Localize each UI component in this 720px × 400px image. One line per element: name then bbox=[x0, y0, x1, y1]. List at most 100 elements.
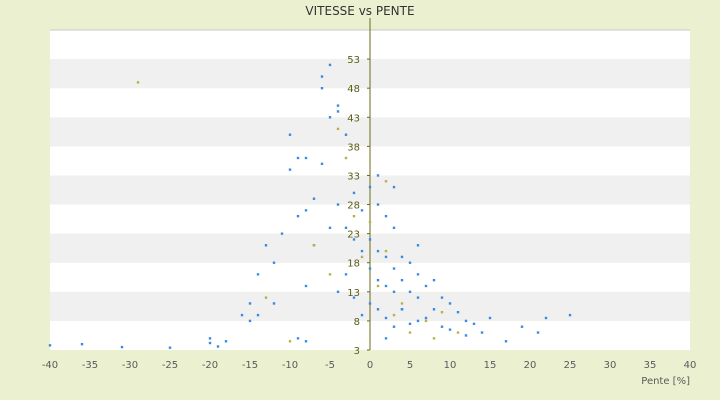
data-points bbox=[48, 63, 572, 349]
data-point bbox=[392, 313, 396, 317]
data-point bbox=[304, 209, 308, 212]
data-point bbox=[424, 284, 428, 288]
data-point bbox=[416, 244, 420, 247]
data-point bbox=[368, 220, 372, 224]
x-tick-label: -10 bbox=[282, 360, 298, 371]
x-tick-label: 0 bbox=[367, 360, 373, 371]
data-point bbox=[400, 308, 404, 311]
data-point bbox=[256, 273, 260, 276]
data-point bbox=[288, 168, 292, 171]
x-tick-label: 30 bbox=[604, 360, 617, 371]
data-point bbox=[504, 340, 508, 343]
y-tick-label: 18 bbox=[347, 259, 360, 270]
x-tick-label: 5 bbox=[407, 360, 413, 371]
data-point bbox=[264, 244, 268, 247]
x-axis-label: Pente [%] bbox=[641, 376, 690, 387]
data-point bbox=[376, 284, 380, 288]
x-tick-label: -25 bbox=[162, 360, 178, 371]
data-point bbox=[344, 133, 348, 136]
data-point bbox=[448, 328, 452, 331]
data-point bbox=[368, 185, 372, 189]
x-tick-label: -20 bbox=[202, 360, 218, 371]
data-point bbox=[384, 214, 388, 218]
data-point bbox=[480, 331, 484, 334]
data-point bbox=[416, 319, 420, 323]
data-point bbox=[48, 344, 52, 347]
data-point bbox=[208, 337, 212, 340]
data-point bbox=[168, 346, 172, 349]
data-point bbox=[272, 261, 276, 264]
data-point bbox=[344, 226, 348, 230]
data-point bbox=[464, 319, 468, 323]
y-tick-label: 13 bbox=[347, 288, 360, 299]
data-point bbox=[376, 249, 380, 253]
data-point bbox=[368, 238, 372, 241]
data-point bbox=[384, 337, 388, 340]
data-point bbox=[272, 302, 276, 305]
data-point bbox=[136, 81, 140, 84]
data-point bbox=[288, 340, 292, 343]
data-point bbox=[296, 337, 300, 340]
data-point bbox=[264, 296, 268, 299]
data-point bbox=[392, 290, 396, 294]
x-tick-label: 20 bbox=[524, 360, 537, 371]
data-point bbox=[464, 334, 468, 337]
x-tick-label: 15 bbox=[484, 360, 497, 371]
y-tick-label: 28 bbox=[347, 201, 360, 212]
data-point bbox=[432, 278, 436, 282]
y-axis bbox=[367, 18, 371, 351]
data-point bbox=[456, 310, 460, 314]
data-point bbox=[416, 296, 420, 299]
y-tick-label: 38 bbox=[347, 142, 360, 153]
data-point bbox=[416, 273, 420, 276]
data-point bbox=[328, 116, 332, 119]
data-point bbox=[336, 203, 340, 206]
data-point bbox=[336, 127, 340, 131]
data-point bbox=[320, 86, 324, 90]
data-point bbox=[336, 104, 340, 107]
data-point bbox=[520, 325, 524, 328]
data-point bbox=[472, 322, 476, 326]
data-point bbox=[408, 290, 412, 294]
data-point bbox=[392, 267, 396, 270]
data-point bbox=[352, 214, 356, 218]
data-point bbox=[360, 313, 364, 317]
data-point bbox=[344, 156, 348, 160]
data-point bbox=[216, 345, 220, 348]
x-tick-label: 10 bbox=[444, 360, 457, 371]
data-point bbox=[352, 296, 356, 299]
data-point bbox=[376, 174, 380, 177]
data-point bbox=[432, 337, 436, 340]
x-tick-label: -35 bbox=[82, 360, 98, 371]
data-point bbox=[320, 162, 324, 166]
data-point bbox=[328, 226, 332, 230]
data-point bbox=[376, 203, 380, 206]
data-point bbox=[456, 331, 460, 334]
data-point bbox=[440, 325, 444, 328]
data-point bbox=[296, 214, 300, 218]
y-tick-label: 33 bbox=[347, 171, 360, 182]
data-point bbox=[408, 261, 412, 264]
data-point bbox=[296, 156, 300, 160]
x-tick-label: 40 bbox=[684, 360, 697, 371]
x-tick-label: 35 bbox=[644, 360, 657, 371]
data-point bbox=[384, 255, 388, 259]
data-point bbox=[240, 313, 244, 317]
data-point bbox=[384, 316, 388, 320]
y-tick-label: 23 bbox=[347, 230, 360, 241]
data-point bbox=[432, 308, 436, 311]
data-point bbox=[536, 331, 540, 334]
data-point bbox=[408, 331, 412, 334]
data-point bbox=[312, 197, 316, 200]
data-point bbox=[336, 110, 340, 113]
data-point bbox=[304, 156, 308, 160]
data-point bbox=[544, 316, 548, 320]
data-point bbox=[400, 278, 404, 282]
data-point bbox=[352, 238, 356, 241]
data-point bbox=[352, 191, 356, 195]
data-point bbox=[280, 232, 284, 235]
x-tick-label: -40 bbox=[42, 360, 58, 371]
data-point bbox=[120, 345, 124, 349]
y-tick-label: 8 bbox=[354, 317, 360, 328]
